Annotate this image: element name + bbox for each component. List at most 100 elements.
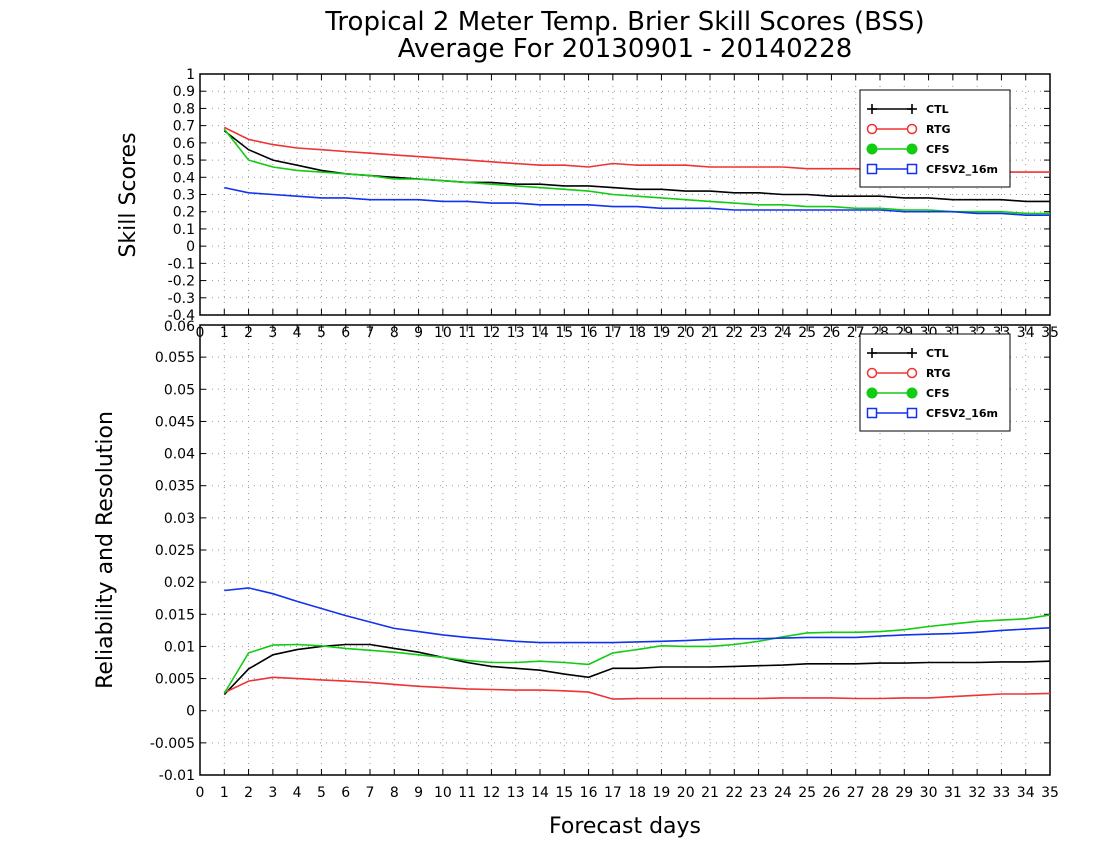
data-point-cfs xyxy=(758,204,760,206)
data-point-cfsv2_16m xyxy=(685,207,687,209)
data-point-ctl xyxy=(733,665,735,667)
data-point-ctl xyxy=(612,667,614,669)
x-tick-label: 25 xyxy=(798,785,816,801)
data-point-cfsv2_16m xyxy=(660,640,662,642)
data-point-cfsv2_16m xyxy=(223,187,225,189)
data-point-rtg xyxy=(272,144,274,146)
x-tick-label: 18 xyxy=(628,325,646,341)
legend-label-cfs: CFS xyxy=(926,387,950,400)
data-point-ctl xyxy=(490,665,492,667)
legend-marker-open-square xyxy=(906,163,918,175)
data-point-rtg xyxy=(320,679,322,681)
data-point-cfs xyxy=(369,175,371,177)
data-point-rtg xyxy=(223,126,225,128)
data-point-cfs xyxy=(418,654,420,656)
x-tick-label: 26 xyxy=(823,325,841,341)
data-point-cfs xyxy=(612,194,614,196)
data-point-rtg xyxy=(855,698,857,700)
data-point-cfs xyxy=(660,197,662,199)
data-point-rtg xyxy=(1000,693,1002,695)
data-point-rtg xyxy=(515,163,517,165)
data-point-cfs xyxy=(1049,212,1051,214)
data-point-cfs xyxy=(515,662,517,664)
data-point-rtg xyxy=(660,164,662,166)
data-point-cfs xyxy=(928,209,930,211)
data-point-ctl xyxy=(296,649,298,651)
data-point-cfs xyxy=(248,652,250,654)
data-point-ctl xyxy=(952,662,954,664)
data-point-cfsv2_16m xyxy=(345,615,347,617)
data-point-cfs xyxy=(685,645,687,647)
x-tick-label: 20 xyxy=(677,325,695,341)
x-tick-label: 8 xyxy=(390,325,399,341)
data-point-rtg xyxy=(1025,693,1027,695)
x-tick-label: 2 xyxy=(244,785,253,801)
data-point-cfsv2_16m xyxy=(806,636,808,638)
data-point-cfs xyxy=(879,207,881,209)
data-point-cfsv2_16m xyxy=(952,211,954,213)
y-tick-label: 0.8 xyxy=(173,101,195,117)
y-tick-label: 0.02 xyxy=(164,575,195,591)
data-point-rtg xyxy=(976,694,978,696)
data-point-ctl xyxy=(1000,661,1002,663)
data-point-rtg xyxy=(345,680,347,682)
x-tick-label: 16 xyxy=(580,785,598,801)
x-tick-label: 23 xyxy=(750,785,768,801)
data-point-ctl xyxy=(976,199,978,201)
data-point-cfs xyxy=(588,190,590,192)
x-tick-label: 7 xyxy=(366,325,375,341)
data-point-cfs xyxy=(490,183,492,185)
data-point-cfs xyxy=(903,629,905,631)
data-point-cfs xyxy=(539,660,541,662)
y-tick-label: -0.01 xyxy=(159,768,195,784)
data-point-ctl xyxy=(733,192,735,194)
data-point-rtg xyxy=(272,676,274,678)
data-point-rtg xyxy=(1049,692,1051,694)
data-point-cfsv2_16m xyxy=(418,631,420,633)
x-tick-label: 15 xyxy=(555,785,573,801)
data-point-cfsv2_16m xyxy=(758,209,760,211)
data-point-cfsv2_16m xyxy=(1000,629,1002,631)
series-line-cfs xyxy=(223,128,1050,215)
data-point-cfsv2_16m xyxy=(806,209,808,211)
x-tick-label: 32 xyxy=(968,785,986,801)
data-point-cfsv2_16m xyxy=(782,209,784,211)
data-point-cfsv2_16m xyxy=(709,638,711,640)
legend-marker-open-circle xyxy=(866,123,878,135)
data-point-cfs xyxy=(830,206,832,208)
x-tick-label: 11 xyxy=(458,325,476,341)
x-tick-label: 33 xyxy=(993,785,1011,801)
x-tick-label: 10 xyxy=(434,785,452,801)
data-point-cfs xyxy=(588,663,590,665)
data-point-rtg xyxy=(1049,171,1051,173)
data-point-ctl xyxy=(1049,660,1051,662)
data-point-ctl xyxy=(515,183,517,185)
y-tick-label: 0.1 xyxy=(173,222,195,238)
y-tick-label: 0.5 xyxy=(173,153,195,169)
legend-marker-open-circle xyxy=(906,367,918,379)
data-point-cfs xyxy=(879,631,881,633)
data-point-rtg xyxy=(442,687,444,689)
legend-marker-open-square xyxy=(906,407,918,419)
data-point-cfs xyxy=(563,188,565,190)
y-tick-label: 0 xyxy=(186,704,195,720)
data-point-cfsv2_16m xyxy=(928,211,930,213)
data-point-cfs xyxy=(952,623,954,625)
data-point-cfsv2_16m xyxy=(466,200,468,202)
x-tick-label: 21 xyxy=(701,325,719,341)
x-tick-label: 16 xyxy=(580,325,598,341)
data-point-ctl xyxy=(490,181,492,183)
y-tick-label: 0.05 xyxy=(164,382,195,398)
data-point-cfsv2_16m xyxy=(320,197,322,199)
data-point-ctl xyxy=(903,197,905,199)
data-point-rtg xyxy=(442,157,444,159)
data-point-rtg xyxy=(928,697,930,699)
data-point-cfs xyxy=(855,631,857,633)
data-point-cfs xyxy=(296,169,298,171)
data-point-rtg xyxy=(806,168,808,170)
data-point-cfs xyxy=(685,199,687,201)
data-point-cfs xyxy=(709,645,711,647)
data-point-rtg xyxy=(782,166,784,168)
legend-box xyxy=(859,333,1011,432)
